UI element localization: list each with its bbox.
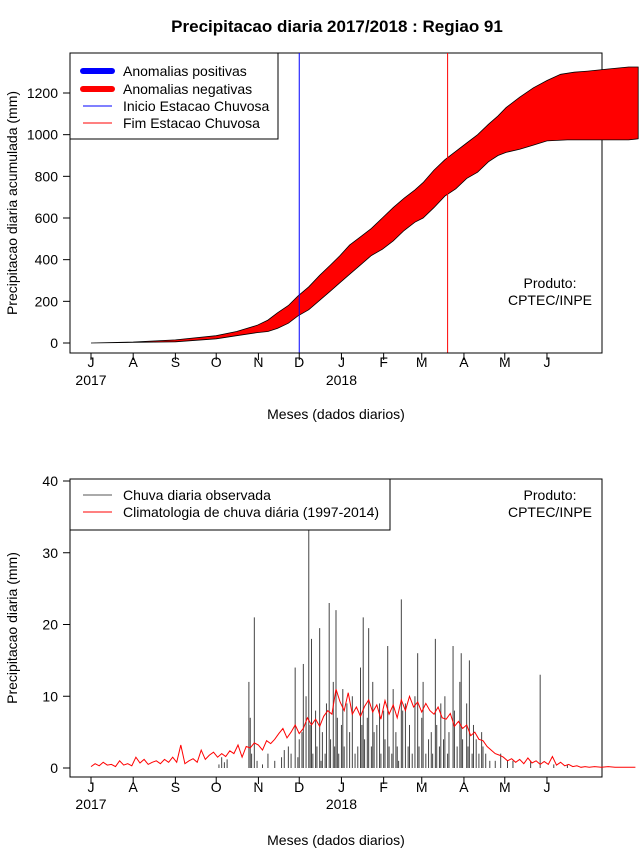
year-label: 2017 [75, 796, 106, 812]
legend-label-positive: Anomalias positivas [123, 63, 247, 79]
chart-title: Precipitacao diaria 2017/2018 : Regiao 9… [171, 17, 503, 36]
x-tick-label: J [338, 779, 345, 795]
y-tick-label: 1000 [27, 127, 58, 143]
annotation-line-1: Produto: [524, 487, 577, 503]
y-tick-label: 0 [50, 335, 58, 351]
daily-x-axis-label: Meses (dados diarios) [267, 832, 405, 848]
daily-data-layer [90, 524, 636, 768]
x-tick-label: O [211, 779, 222, 795]
cumulative-y-axis-label: Precipitacao diaria acumulada (mm) [4, 91, 20, 315]
x-tick-label: A [129, 779, 139, 795]
y-tick-label: 600 [35, 210, 59, 226]
x-tick-label: M [416, 354, 428, 370]
y-tick-label: 1200 [27, 85, 58, 101]
x-tick-label: D [294, 779, 304, 795]
y-tick-label: 200 [35, 293, 59, 309]
x-tick-label: J [88, 354, 95, 370]
cumulative-data-layer [90, 53, 639, 353]
climatology-line [90, 688, 636, 768]
cumulative-annotation: Produto: CPTEC/INPE [508, 275, 592, 308]
y-tick-label: 30 [42, 545, 58, 561]
y-tick-label: 10 [42, 688, 58, 704]
annotation-line-1: Produto: [524, 275, 577, 291]
year-label: 2018 [326, 372, 357, 388]
y-tick-label: 40 [42, 473, 58, 489]
x-tick-label: J [543, 354, 550, 370]
cumulative-axes: 0 200 400 600 800 1000 1200 J A S O N D J F M A M J 2017 201… [27, 85, 551, 388]
x-tick-label: J [543, 779, 550, 795]
y-tick-label: 400 [35, 252, 59, 268]
x-tick-label: F [379, 354, 388, 370]
x-tick-label: N [253, 354, 263, 370]
x-tick-label: A [459, 779, 469, 795]
x-tick-label: D [294, 354, 304, 370]
legend-label-season-start: Inicio Estacao Chuvosa [123, 98, 270, 114]
cumulative-x-axis-label: Meses (dados diarios) [267, 406, 405, 422]
legend-label-season-end: Fim Estacao Chuvosa [123, 115, 260, 131]
x-tick-label: J [88, 779, 95, 795]
x-tick-label: S [171, 779, 180, 795]
daily-y-axis-label: Precipitacao diaria (mm) [4, 552, 20, 704]
x-tick-label: M [499, 354, 511, 370]
year-label: 2017 [75, 372, 106, 388]
daily-annotation: Produto: CPTEC/INPE [508, 487, 592, 520]
x-tick-label: M [499, 779, 511, 795]
legend-label-climatology: Climatologia de chuva diária (1997-2014) [123, 504, 379, 520]
x-tick-label: M [416, 779, 428, 795]
negative-anomaly-area [90, 66, 639, 344]
x-tick-label: A [459, 354, 469, 370]
y-tick-label: 0 [50, 760, 58, 776]
legend-label-observed: Chuva diaria observada [123, 487, 271, 503]
x-tick-label: N [253, 779, 263, 795]
annotation-line-2: CPTEC/INPE [508, 292, 592, 308]
legend-label-negative: Anomalias negativas [123, 81, 252, 97]
x-tick-label: A [129, 354, 139, 370]
x-tick-label: J [338, 354, 345, 370]
daily-legend: Chuva diaria observada Climatologia de c… [69, 478, 391, 531]
x-tick-label: S [171, 354, 180, 370]
legend-box [69, 52, 279, 140]
legend-box [69, 478, 391, 531]
cumulative-legend: Anomalias positivas Anomalias negativas … [69, 52, 279, 140]
year-label: 2018 [326, 796, 357, 812]
y-tick-label: 800 [35, 168, 59, 184]
x-tick-label: O [211, 354, 222, 370]
annotation-line-2: CPTEC/INPE [508, 504, 592, 520]
cumulative-panel: 0 200 400 600 800 1000 1200 J A S O N D J F M A M J 2017 201… [4, 52, 639, 422]
x-tick-label: F [379, 779, 388, 795]
y-tick-label: 20 [42, 617, 58, 633]
